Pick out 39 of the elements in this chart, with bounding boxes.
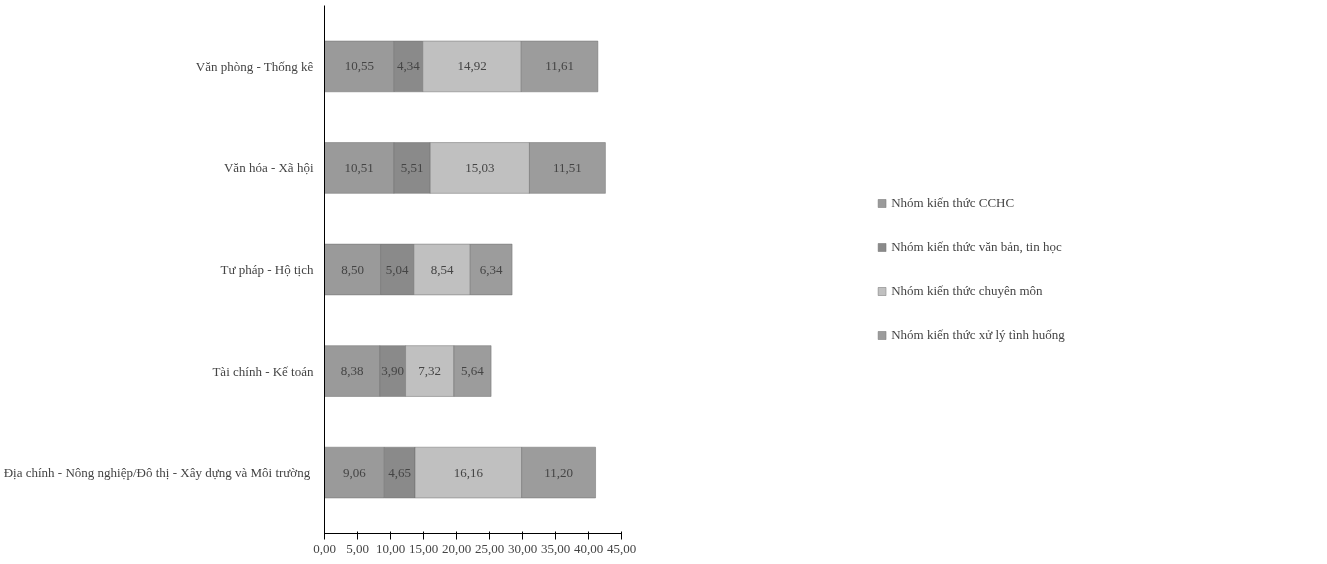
- x-tick-label: 25,00: [474, 540, 505, 556]
- data-label: 5,04: [385, 261, 410, 277]
- y-tick-label: Địa chính - Nông nghiệp/Đô thị - Xây dựng và Môi trường: [3, 465, 311, 481]
- data-label: 4,65: [388, 464, 412, 480]
- legend-label: Nhóm kiến thức văn bản, tin học: [891, 239, 1062, 255]
- data-label: 8,38: [340, 363, 364, 379]
- x-tick-label: 35,00: [540, 540, 571, 556]
- y-tick-label: Tài chính - Kế toán: [212, 363, 314, 379]
- data-label: 16,16: [453, 464, 484, 480]
- x-tick-label: 40,00: [573, 540, 604, 556]
- data-label: 11,61: [545, 58, 574, 74]
- data-label: 5,51: [400, 159, 424, 175]
- data-label: 10,51: [344, 159, 374, 175]
- legend-label: Nhóm kiến thức CCHC: [891, 195, 1015, 211]
- y-tick-label: Tư pháp - Hộ tịch: [220, 262, 314, 277]
- data-label: 9,06: [343, 464, 367, 480]
- data-label: 14,92: [457, 58, 487, 74]
- data-label: 6,34: [479, 261, 504, 277]
- x-tick-label: 10,00: [375, 540, 406, 556]
- data-label: 8,54: [430, 261, 454, 277]
- x-tick-label: 30,00: [507, 540, 538, 556]
- x-tick-label: 0,00: [313, 540, 336, 556]
- legend-label: Nhóm kiến thức chuyên môn: [891, 283, 1043, 299]
- data-label: 15,03: [465, 159, 495, 175]
- y-tick-label: Văn phòng - Thống kê: [195, 58, 314, 74]
- data-label: 10,55: [344, 58, 374, 74]
- legend-label: Nhóm kiến thức xử lý tình huống: [891, 327, 1065, 343]
- data-label: 3,90: [381, 363, 405, 379]
- x-tick-label: 15,00: [408, 540, 439, 556]
- data-label: 11,51: [553, 159, 582, 175]
- y-tick-label: Văn hóa - Xã hội: [223, 160, 314, 176]
- data-label: 5,64: [461, 363, 485, 379]
- x-tick-label: 20,00: [441, 540, 472, 556]
- data-label: 8,50: [341, 261, 364, 277]
- data-label: 4,34: [397, 58, 421, 74]
- x-tick-label: 5,00: [346, 540, 369, 556]
- data-label: 7,32: [418, 363, 442, 379]
- data-label: 11,20: [544, 464, 573, 480]
- x-tick-label: 45,00: [606, 540, 637, 556]
